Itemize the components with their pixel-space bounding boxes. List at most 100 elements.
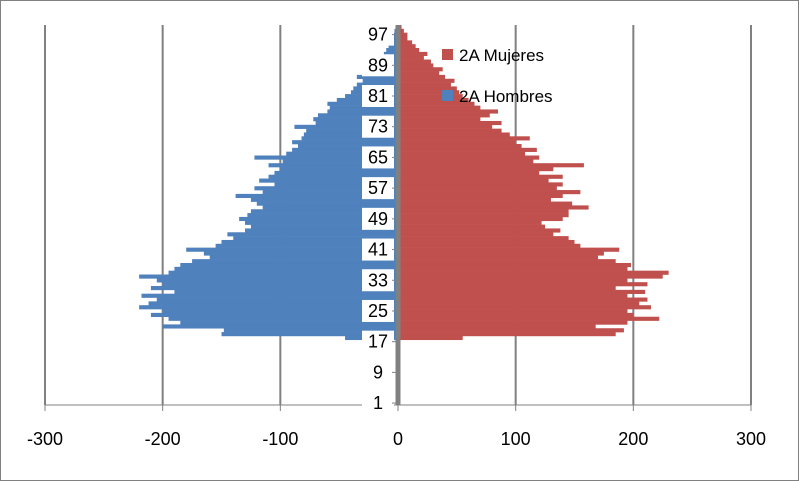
y-tick-label-bg <box>362 207 394 230</box>
bar-hombres <box>306 128 398 133</box>
x-tick-label: -300 <box>27 429 63 449</box>
bar-mujeres <box>398 197 551 202</box>
bar-hombres <box>235 193 398 199</box>
bar-hombres <box>162 324 398 329</box>
legend: 2A Mujeres 2A Hombres <box>442 46 553 106</box>
bar-hombres <box>280 167 398 172</box>
bar-hombres <box>313 117 398 122</box>
bar-mujeres <box>398 132 510 137</box>
bar-hombres <box>250 224 398 229</box>
y-tick-label: 33 <box>368 270 388 290</box>
bar-mujeres <box>398 109 499 114</box>
bar-mujeres <box>398 143 522 149</box>
bar-hombres <box>139 305 398 310</box>
bar-hombres <box>274 170 398 175</box>
bar-mujeres <box>398 94 463 99</box>
bar-hombres <box>292 140 398 145</box>
bar-mujeres <box>398 74 446 80</box>
bar-hombres <box>209 255 398 260</box>
bar-mujeres <box>398 193 563 199</box>
bar-hombres <box>247 213 398 218</box>
bar-hombres <box>301 136 398 141</box>
bar-hombres <box>141 293 398 298</box>
bar-mujeres <box>398 247 620 252</box>
bar-hombres <box>292 147 398 152</box>
bar-hombres <box>245 228 398 233</box>
bar-mujeres <box>398 178 549 183</box>
y-tick-label: 9 <box>373 362 383 382</box>
bar-mujeres <box>398 63 434 68</box>
bar-hombres <box>383 51 398 57</box>
y-tick-label-bg <box>362 330 394 353</box>
legend-swatch <box>442 90 453 101</box>
bar-mujeres <box>398 251 604 256</box>
bar-mujeres <box>398 205 589 210</box>
bar-hombres <box>250 209 398 214</box>
y-tick-label-bg <box>362 54 394 77</box>
bar-mujeres <box>398 224 546 229</box>
bar-hombres <box>174 266 398 271</box>
bar-mujeres <box>398 270 669 275</box>
bar-mujeres <box>398 232 554 237</box>
bar-mujeres <box>398 174 563 179</box>
bar-hombres <box>221 332 398 337</box>
bar-mujeres <box>398 151 526 156</box>
bar-mujeres <box>398 140 516 145</box>
bar-mujeres <box>398 147 537 152</box>
bar-hombres <box>239 216 398 222</box>
bar-hombres <box>286 151 398 156</box>
bar-mujeres <box>398 266 628 271</box>
bar-mujeres <box>398 301 640 306</box>
bar-mujeres <box>398 236 569 241</box>
bar-mujeres <box>398 136 530 141</box>
y-tick-label-bg <box>362 177 394 200</box>
bar-hombres <box>245 220 398 225</box>
y-tick-label-bg <box>362 115 394 138</box>
bar-mujeres <box>398 163 584 168</box>
bar-hombres <box>356 82 398 87</box>
y-tick-label: 1 <box>373 393 383 413</box>
bar-hombres <box>274 182 398 187</box>
bar-mujeres <box>398 182 563 187</box>
bar-hombres <box>390 40 398 45</box>
bar-hombres <box>315 120 398 126</box>
bar-hombres <box>180 320 398 325</box>
y-tick-label-bg <box>362 299 394 322</box>
bar-hombres <box>148 301 398 306</box>
bar-hombres <box>203 251 398 256</box>
bar-mujeres <box>398 213 569 218</box>
bar-mujeres <box>398 328 624 333</box>
bar-hombres <box>254 186 398 191</box>
bar-hombres <box>268 163 398 168</box>
bar-hombres <box>268 174 398 179</box>
bar-hombres <box>215 243 398 248</box>
y-tick-label: 97 <box>368 25 388 45</box>
bar-mujeres <box>398 216 563 222</box>
bar-mujeres <box>398 40 413 45</box>
bar-mujeres <box>398 155 540 160</box>
bar-hombres <box>162 309 398 314</box>
bar-hombres <box>192 259 398 264</box>
y-tick-label-bg <box>362 23 394 46</box>
bar-mujeres <box>398 170 540 175</box>
y-tick-label-bg <box>362 269 394 292</box>
legend-label: 2A Hombres <box>459 87 553 106</box>
bar-mujeres <box>398 297 648 302</box>
bar-mujeres <box>398 117 481 122</box>
bars <box>139 25 669 406</box>
bar-mujeres <box>398 82 451 87</box>
bar-hombres <box>233 236 398 241</box>
bar-mujeres <box>398 78 455 83</box>
bar-mujeres <box>398 51 428 57</box>
bar-mujeres <box>398 255 599 260</box>
bar-hombres <box>262 205 398 210</box>
x-tick-label: 100 <box>501 429 531 449</box>
y-tick-label-bg <box>362 238 394 261</box>
bar-mujeres <box>398 209 569 214</box>
bar-mujeres <box>398 113 490 118</box>
bar-hombres <box>254 155 398 160</box>
y-tick-label: 89 <box>368 55 388 75</box>
bar-hombres <box>262 190 398 195</box>
